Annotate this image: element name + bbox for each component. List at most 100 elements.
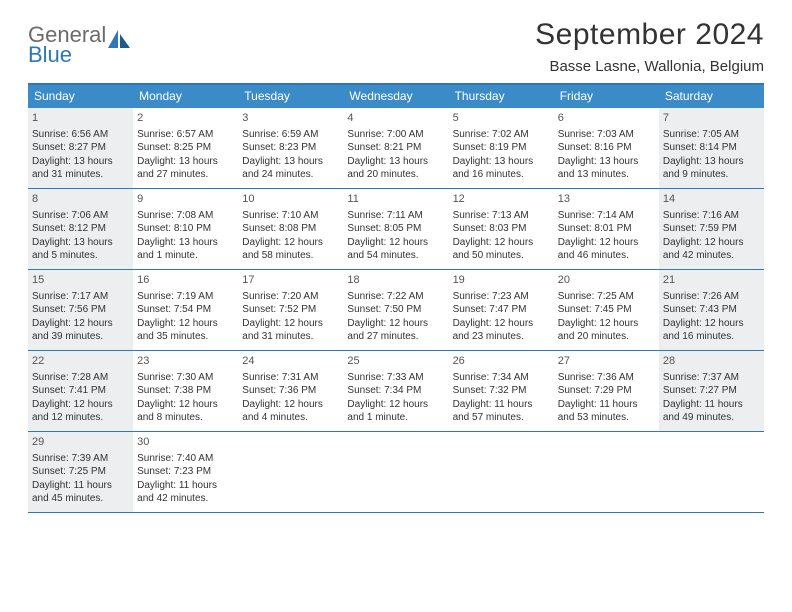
day-number: 1 bbox=[32, 111, 129, 126]
sunset-text: Sunset: 7:47 PM bbox=[453, 303, 550, 317]
day-number: 15 bbox=[32, 273, 129, 288]
sunset-text: Sunset: 8:19 PM bbox=[453, 141, 550, 155]
day1-text: Daylight: 13 hours bbox=[32, 155, 129, 169]
sunset-text: Sunset: 7:54 PM bbox=[137, 303, 234, 317]
sunrise-text: Sunrise: 7:36 AM bbox=[558, 371, 655, 385]
day-number: 17 bbox=[242, 273, 339, 288]
sunrise-text: Sunrise: 7:33 AM bbox=[347, 371, 444, 385]
sunrise-text: Sunrise: 7:05 AM bbox=[663, 128, 760, 142]
day-cell: 2Sunrise: 6:57 AMSunset: 8:25 PMDaylight… bbox=[133, 108, 238, 188]
day-number: 2 bbox=[137, 111, 234, 126]
day1-text: Daylight: 12 hours bbox=[453, 317, 550, 331]
day1-text: Daylight: 13 hours bbox=[242, 155, 339, 169]
day-cell bbox=[554, 432, 659, 512]
weekday-header: Tuesday bbox=[238, 85, 343, 108]
day-cell: 17Sunrise: 7:20 AMSunset: 7:52 PMDayligh… bbox=[238, 270, 343, 350]
day-cell: 20Sunrise: 7:25 AMSunset: 7:45 PMDayligh… bbox=[554, 270, 659, 350]
day-number: 11 bbox=[347, 192, 444, 207]
sunset-text: Sunset: 7:23 PM bbox=[137, 465, 234, 479]
day-cell: 3Sunrise: 6:59 AMSunset: 8:23 PMDaylight… bbox=[238, 108, 343, 188]
day-number: 13 bbox=[558, 192, 655, 207]
day1-text: Daylight: 13 hours bbox=[137, 236, 234, 250]
day-number: 12 bbox=[453, 192, 550, 207]
sunset-text: Sunset: 8:01 PM bbox=[558, 222, 655, 236]
day1-text: Daylight: 12 hours bbox=[242, 398, 339, 412]
weekday-header: Friday bbox=[554, 85, 659, 108]
sunset-text: Sunset: 7:56 PM bbox=[32, 303, 129, 317]
week-row: 22Sunrise: 7:28 AMSunset: 7:41 PMDayligh… bbox=[28, 350, 764, 431]
sunset-text: Sunset: 7:32 PM bbox=[453, 384, 550, 398]
sunset-text: Sunset: 8:21 PM bbox=[347, 141, 444, 155]
sunset-text: Sunset: 7:59 PM bbox=[663, 222, 760, 236]
day2-text: and 13 minutes. bbox=[558, 168, 655, 182]
sunset-text: Sunset: 7:38 PM bbox=[137, 384, 234, 398]
weekday-header: Saturday bbox=[659, 85, 764, 108]
day-cell: 29Sunrise: 7:39 AMSunset: 7:25 PMDayligh… bbox=[28, 432, 133, 512]
sunrise-text: Sunrise: 7:31 AM bbox=[242, 371, 339, 385]
day2-text: and 31 minutes. bbox=[242, 330, 339, 344]
day1-text: Daylight: 13 hours bbox=[32, 236, 129, 250]
week-row: 29Sunrise: 7:39 AMSunset: 7:25 PMDayligh… bbox=[28, 431, 764, 512]
day-number: 23 bbox=[137, 354, 234, 369]
sunset-text: Sunset: 7:36 PM bbox=[242, 384, 339, 398]
day1-text: Daylight: 13 hours bbox=[453, 155, 550, 169]
day-number: 28 bbox=[663, 354, 760, 369]
sunset-text: Sunset: 8:05 PM bbox=[347, 222, 444, 236]
weekday-header-row: SundayMondayTuesdayWednesdayThursdayFrid… bbox=[28, 85, 764, 108]
day2-text: and 16 minutes. bbox=[663, 330, 760, 344]
logo-word-blue: Blue bbox=[28, 44, 106, 66]
day2-text: and 45 minutes. bbox=[32, 492, 129, 506]
sunrise-text: Sunrise: 7:00 AM bbox=[347, 128, 444, 142]
day1-text: Daylight: 13 hours bbox=[137, 155, 234, 169]
day2-text: and 35 minutes. bbox=[137, 330, 234, 344]
day-cell: 21Sunrise: 7:26 AMSunset: 7:43 PMDayligh… bbox=[659, 270, 764, 350]
sunrise-text: Sunrise: 7:30 AM bbox=[137, 371, 234, 385]
sunset-text: Sunset: 7:41 PM bbox=[32, 384, 129, 398]
sunset-text: Sunset: 7:34 PM bbox=[347, 384, 444, 398]
sunset-text: Sunset: 7:50 PM bbox=[347, 303, 444, 317]
title-block: September 2024 Basse Lasne, Wallonia, Be… bbox=[535, 18, 764, 75]
day-number: 20 bbox=[558, 273, 655, 288]
day-cell: 9Sunrise: 7:08 AMSunset: 8:10 PMDaylight… bbox=[133, 189, 238, 269]
day-number: 30 bbox=[137, 435, 234, 450]
sunrise-text: Sunrise: 7:23 AM bbox=[453, 290, 550, 304]
day-number: 16 bbox=[137, 273, 234, 288]
day-cell: 1Sunrise: 6:56 AMSunset: 8:27 PMDaylight… bbox=[28, 108, 133, 188]
day2-text: and 20 minutes. bbox=[558, 330, 655, 344]
sunrise-text: Sunrise: 7:11 AM bbox=[347, 209, 444, 223]
day1-text: Daylight: 12 hours bbox=[32, 398, 129, 412]
sunrise-text: Sunrise: 7:20 AM bbox=[242, 290, 339, 304]
day-number: 9 bbox=[137, 192, 234, 207]
day-cell: 27Sunrise: 7:36 AMSunset: 7:29 PMDayligh… bbox=[554, 351, 659, 431]
day-number: 22 bbox=[32, 354, 129, 369]
day1-text: Daylight: 12 hours bbox=[663, 317, 760, 331]
day-cell bbox=[343, 432, 448, 512]
day1-text: Daylight: 11 hours bbox=[137, 479, 234, 493]
day2-text: and 42 minutes. bbox=[663, 249, 760, 263]
sunrise-text: Sunrise: 7:08 AM bbox=[137, 209, 234, 223]
day-cell: 23Sunrise: 7:30 AMSunset: 7:38 PMDayligh… bbox=[133, 351, 238, 431]
weeks-container: 1Sunrise: 6:56 AMSunset: 8:27 PMDaylight… bbox=[28, 108, 764, 512]
day1-text: Daylight: 12 hours bbox=[242, 317, 339, 331]
day1-text: Daylight: 11 hours bbox=[32, 479, 129, 493]
day1-text: Daylight: 11 hours bbox=[558, 398, 655, 412]
sunset-text: Sunset: 8:03 PM bbox=[453, 222, 550, 236]
weekday-header: Monday bbox=[133, 85, 238, 108]
day2-text: and 54 minutes. bbox=[347, 249, 444, 263]
day-cell: 12Sunrise: 7:13 AMSunset: 8:03 PMDayligh… bbox=[449, 189, 554, 269]
sunset-text: Sunset: 7:43 PM bbox=[663, 303, 760, 317]
sunrise-text: Sunrise: 6:56 AM bbox=[32, 128, 129, 142]
sunrise-text: Sunrise: 7:16 AM bbox=[663, 209, 760, 223]
day1-text: Daylight: 12 hours bbox=[32, 317, 129, 331]
day1-text: Daylight: 12 hours bbox=[558, 317, 655, 331]
day1-text: Daylight: 13 hours bbox=[558, 155, 655, 169]
day-cell: 7Sunrise: 7:05 AMSunset: 8:14 PMDaylight… bbox=[659, 108, 764, 188]
day-number: 14 bbox=[663, 192, 760, 207]
day-cell: 19Sunrise: 7:23 AMSunset: 7:47 PMDayligh… bbox=[449, 270, 554, 350]
day1-text: Daylight: 12 hours bbox=[347, 317, 444, 331]
day-cell: 4Sunrise: 7:00 AMSunset: 8:21 PMDaylight… bbox=[343, 108, 448, 188]
day2-text: and 53 minutes. bbox=[558, 411, 655, 425]
sunrise-text: Sunrise: 7:17 AM bbox=[32, 290, 129, 304]
day2-text: and 57 minutes. bbox=[453, 411, 550, 425]
sunset-text: Sunset: 8:12 PM bbox=[32, 222, 129, 236]
